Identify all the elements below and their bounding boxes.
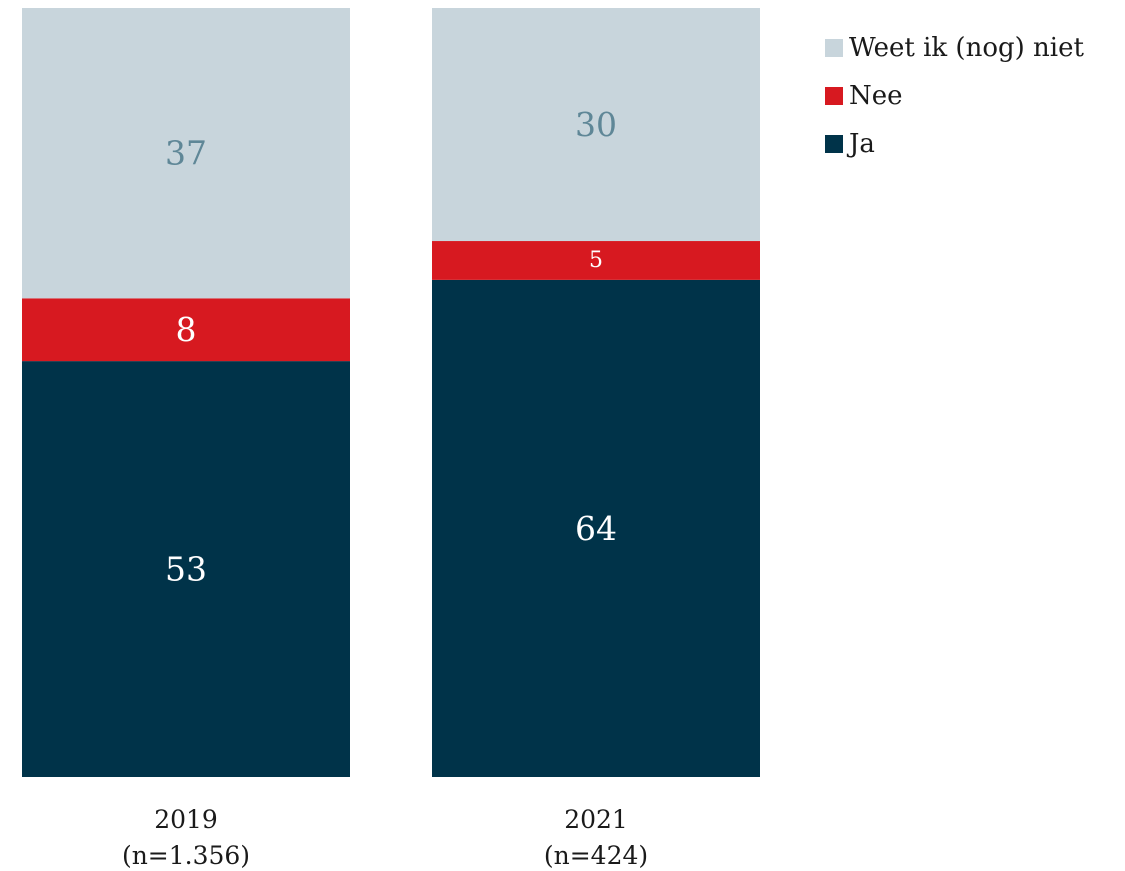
category-label: 2019	[154, 805, 218, 834]
legend-label: Nee	[849, 81, 903, 111]
value-label: 53	[165, 550, 207, 589]
category-sample-size: (n=424)	[544, 841, 648, 870]
legend-label: Ja	[846, 129, 875, 159]
category-label: 2021	[564, 805, 628, 834]
legend-swatch	[825, 39, 843, 57]
bar-segment-weet-ik-nog-niet-2021	[432, 8, 760, 242]
value-label: 5	[589, 248, 603, 273]
legend-label: Weet ik (nog) niet	[849, 33, 1084, 63]
value-label: 8	[176, 310, 197, 349]
value-labels-group: 53 8 37 64 5 30	[165, 105, 617, 589]
bars-group	[22, 8, 760, 777]
legend-swatch	[825, 135, 843, 153]
category-sample-size: (n=1.356)	[122, 841, 250, 870]
bar-segment-nee-2019	[22, 298, 350, 362]
bar-segment-ja-2019	[22, 361, 350, 777]
value-label: 37	[165, 134, 207, 173]
category-labels-group: 2019 (n=1.356) 2021 (n=424)	[122, 805, 648, 870]
bar-segment-nee-2021	[432, 241, 760, 280]
bar-segment-weet-ik-nog-niet-2019	[22, 8, 350, 299]
value-label: 30	[575, 105, 617, 144]
value-label: 64	[575, 509, 617, 548]
legend: Weet ik (nog) niet Nee Ja	[825, 33, 1084, 159]
bar-segment-ja-2021	[432, 279, 760, 777]
legend-swatch	[825, 87, 843, 105]
